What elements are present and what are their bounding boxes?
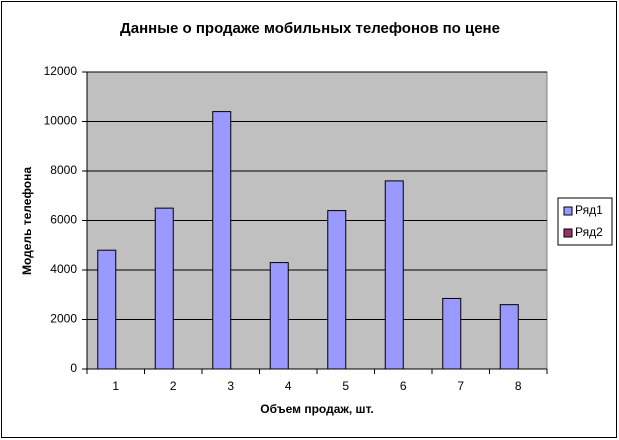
legend-label: Ряд2 <box>575 225 603 239</box>
bar <box>154 207 174 370</box>
bar <box>499 304 519 370</box>
x-tick-label: 4 <box>285 379 292 393</box>
bar <box>212 111 232 370</box>
x-tick-label: 1 <box>112 379 119 393</box>
x-tick-label: 8 <box>515 379 522 393</box>
y-tick-label: 2000 <box>50 312 77 326</box>
y-tick-label: 0 <box>70 361 77 375</box>
y-tick-label: 4000 <box>50 262 77 276</box>
x-axis-title: Объем продаж, шт. <box>260 402 373 416</box>
x-tick-label: 5 <box>342 379 349 393</box>
bar <box>442 297 462 370</box>
bar <box>269 262 289 370</box>
y-axis-title: Модель телефона <box>20 167 34 275</box>
y-tick-label: 8000 <box>50 163 77 177</box>
bar <box>97 249 117 370</box>
x-tick-label: 2 <box>170 379 177 393</box>
y-tick-label: 12000 <box>44 64 78 78</box>
x-tick-label: 3 <box>227 379 234 393</box>
legend-swatch <box>563 206 573 216</box>
x-tick-label: 6 <box>400 379 407 393</box>
y-tick-label: 10000 <box>44 114 78 128</box>
x-tick-label: 7 <box>457 379 464 393</box>
chart-title: Данные о продаже мобильных телефонов по … <box>120 20 500 37</box>
legend-label: Ряд1 <box>575 203 603 217</box>
y-tick-label: 6000 <box>50 213 77 227</box>
legend-swatch <box>563 228 573 238</box>
bar <box>384 180 404 370</box>
bar <box>327 210 347 370</box>
